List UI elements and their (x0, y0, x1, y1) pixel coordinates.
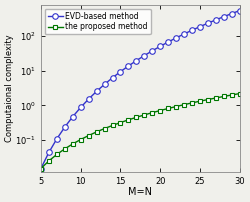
the proposed method (87, 134, 90, 137)
the proposed method (182, 103, 186, 106)
EVD-based method (222, 15, 226, 18)
EVD-based method (238, 9, 241, 12)
EVD-based method (127, 65, 130, 67)
EVD-based method (63, 126, 66, 128)
the proposed method (47, 160, 50, 162)
EVD-based method (119, 70, 122, 73)
EVD-based method (95, 90, 98, 93)
Line: EVD-based method: EVD-based method (38, 8, 242, 171)
the proposed method (167, 107, 170, 110)
EVD-based method (40, 167, 42, 170)
EVD-based method (135, 59, 138, 62)
EVD-based method (55, 138, 58, 140)
Line: the proposed method: the proposed method (38, 91, 242, 171)
X-axis label: M=N: M=N (128, 187, 152, 197)
the proposed method (143, 114, 146, 116)
the proposed method (175, 105, 178, 108)
EVD-based method (143, 54, 146, 57)
EVD-based method (206, 22, 210, 24)
EVD-based method (103, 83, 106, 85)
EVD-based method (87, 98, 90, 100)
EVD-based method (79, 106, 82, 109)
the proposed method (206, 98, 210, 101)
the proposed method (151, 112, 154, 114)
EVD-based method (71, 116, 74, 118)
the proposed method (63, 148, 66, 150)
the proposed method (214, 97, 218, 99)
the proposed method (159, 109, 162, 112)
EVD-based method (230, 12, 233, 15)
Y-axis label: Computaional complexity: Computaional complexity (5, 35, 14, 142)
the proposed method (111, 124, 114, 127)
EVD-based method (151, 50, 154, 52)
the proposed method (190, 102, 194, 104)
the proposed method (238, 92, 241, 95)
EVD-based method (198, 25, 202, 28)
EVD-based method (167, 41, 170, 43)
Legend: EVD-based method, the proposed method: EVD-based method, the proposed method (45, 9, 151, 34)
the proposed method (40, 167, 42, 170)
the proposed method (119, 121, 122, 124)
the proposed method (55, 153, 58, 156)
EVD-based method (159, 45, 162, 47)
the proposed method (71, 143, 74, 145)
EVD-based method (190, 29, 194, 32)
EVD-based method (47, 151, 50, 154)
EVD-based method (214, 19, 218, 21)
the proposed method (103, 127, 106, 130)
EVD-based method (175, 37, 178, 39)
the proposed method (79, 138, 82, 141)
EVD-based method (111, 77, 114, 79)
the proposed method (135, 116, 138, 119)
the proposed method (230, 94, 233, 96)
EVD-based method (182, 33, 186, 35)
the proposed method (198, 100, 202, 102)
the proposed method (127, 119, 130, 121)
the proposed method (95, 131, 98, 133)
the proposed method (222, 95, 226, 98)
